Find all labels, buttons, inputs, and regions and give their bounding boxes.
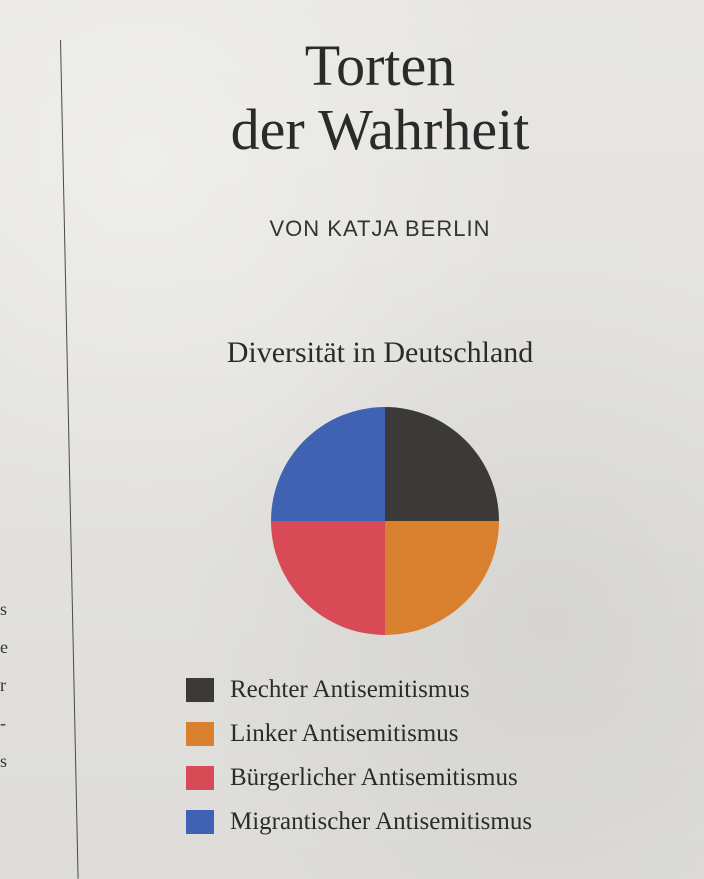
page-title: Torten der Wahrheit: [120, 34, 640, 162]
legend-item: Migrantischer Antisemitismus: [186, 800, 606, 844]
edge-glyph: r: [0, 675, 6, 695]
title-line-1: Torten: [304, 33, 456, 98]
pie-slice-2: [385, 521, 499, 635]
edge-text-fragments: s e r - s: [0, 590, 12, 780]
legend-label: Bürgerlicher Antisemitismus: [230, 764, 518, 791]
edge-glyph: s: [0, 599, 8, 619]
pie-slices: [271, 407, 499, 635]
legend-label: Rechter Antisemitismus: [230, 676, 470, 703]
legend: Rechter Antisemitismus Linker Antisemiti…: [186, 668, 606, 844]
legend-item: Linker Antisemitismus: [186, 712, 606, 756]
legend-swatch: [186, 678, 214, 702]
edge-glyph: e: [0, 637, 8, 657]
byline: VON KATJA BERLIN: [269, 216, 491, 241]
legend-swatch: [186, 722, 214, 746]
pie-chart: [271, 407, 499, 635]
edge-glyph: -: [0, 713, 6, 733]
title-line-2: der Wahrheit: [230, 97, 530, 162]
legend-item: Bürgerlicher Antisemitismus: [186, 756, 606, 800]
edge-glyph: s: [0, 751, 8, 771]
legend-item: Rechter Antisemitismus: [186, 668, 606, 712]
legend-label: Migrantischer Antisemitismus: [230, 808, 533, 835]
chart-title: Diversität in Deutschland: [226, 336, 534, 369]
legend-label: Linker Antisemitismus: [230, 720, 459, 747]
pie-slice-4: [271, 407, 385, 521]
legend-swatch: [186, 766, 214, 790]
pie-slice-3: [271, 521, 385, 635]
pie-slice-1: [385, 407, 499, 521]
legend-swatch: [186, 810, 214, 834]
